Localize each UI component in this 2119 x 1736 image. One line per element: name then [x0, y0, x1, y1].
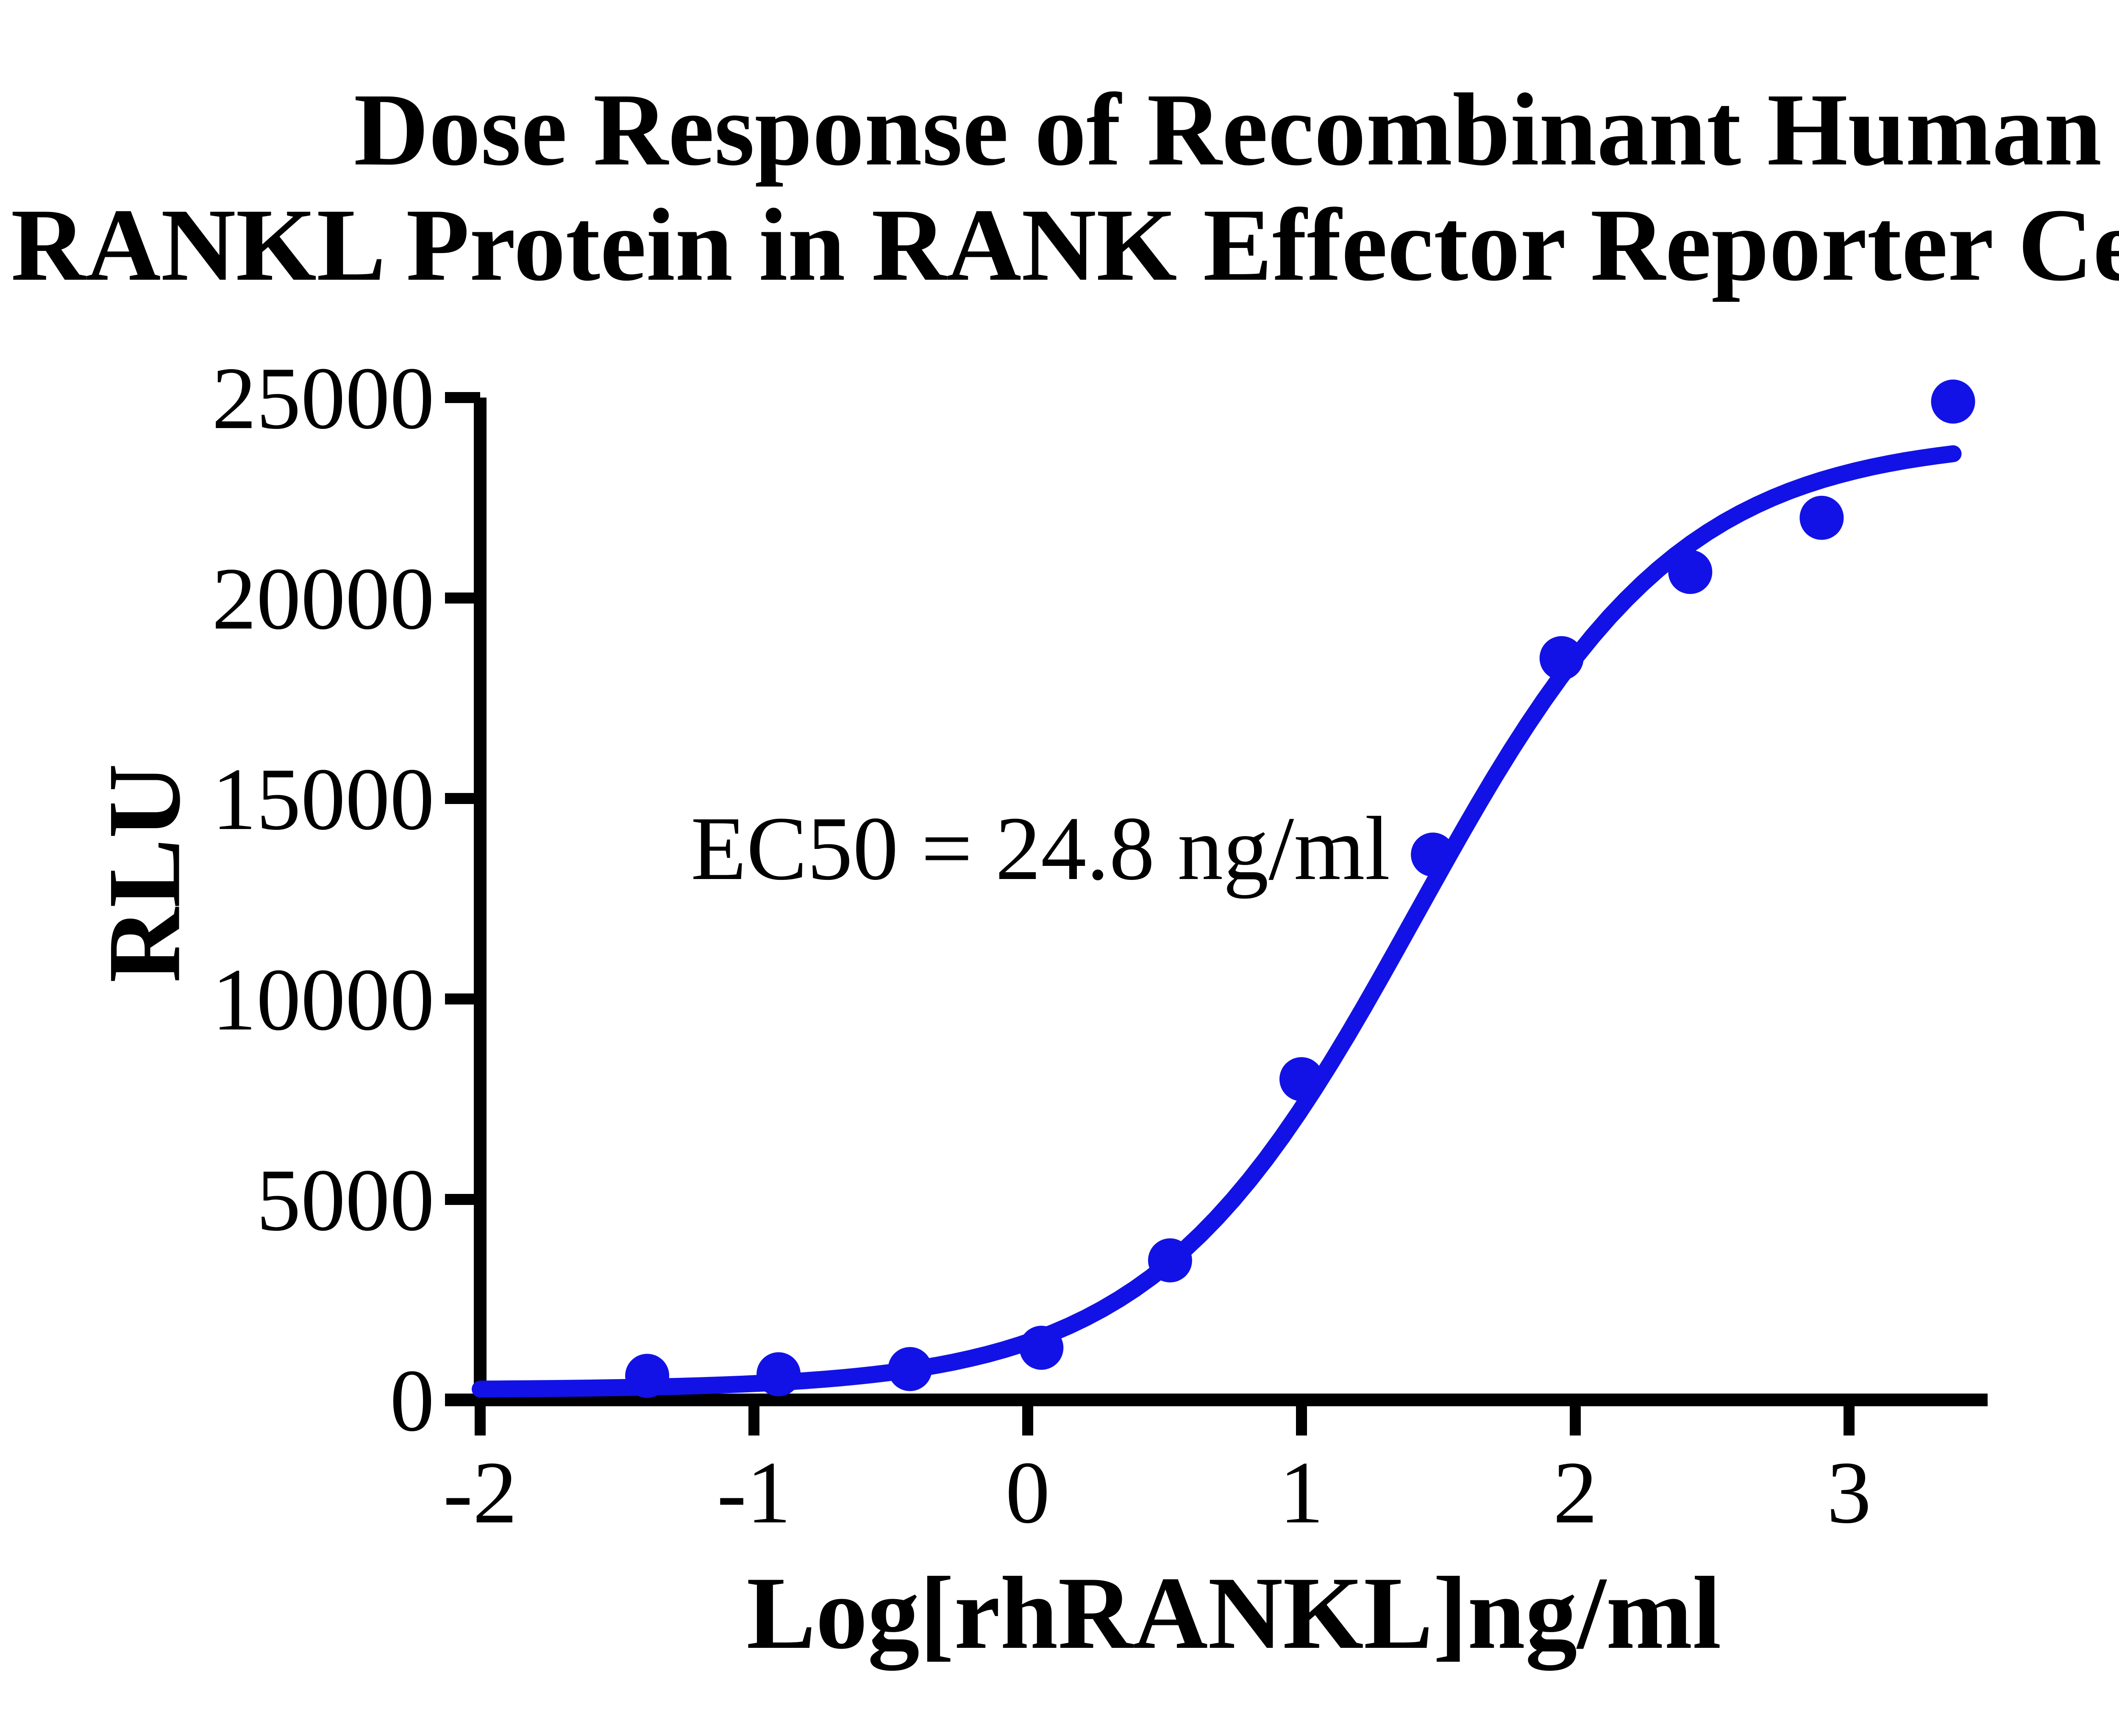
y-tick-label: 25000	[212, 349, 434, 448]
fitted-curve	[472, 445, 1962, 1398]
y-tick-label: 0	[390, 1352, 434, 1450]
x-tick-label: 1	[1279, 1444, 1324, 1542]
x-tick-label: 3	[1827, 1444, 1872, 1542]
x-tick-label: 0	[1006, 1444, 1050, 1542]
chart-title: Dose Response of Recombinant Human RANKL…	[0, 72, 2119, 303]
data-point	[1799, 495, 1844, 540]
x-tick-label: -1	[717, 1444, 791, 1542]
ec50-annotation: EC50 = 24.8 ng/ml	[691, 798, 1390, 899]
data-point	[1148, 1238, 1192, 1283]
y-tick-label: 20000	[212, 550, 434, 648]
chart-title-line1: Dose Response of Recombinant Human	[353, 72, 2102, 187]
data-point	[1279, 1057, 1324, 1102]
data-point	[1411, 832, 1455, 877]
data-point	[625, 1354, 670, 1398]
x-tick-label: 2	[1553, 1444, 1598, 1542]
data-point	[756, 1352, 801, 1397]
data-point	[1668, 550, 1713, 594]
data-point	[888, 1347, 932, 1391]
data-point	[1539, 636, 1584, 680]
y-tick-label: 15000	[212, 750, 434, 849]
x-tick-label: -2	[443, 1444, 517, 1542]
x-axis-label: Log[rhRANKL]ng/ml	[746, 1555, 1721, 1670]
chart-title-line2: RANKL Protein in RANK Effector Reporter …	[11, 187, 2119, 302]
y-tick-label: 5000	[256, 1151, 434, 1249]
data-point	[1931, 379, 1975, 424]
y-tick-label: 10000	[212, 951, 434, 1049]
data-point	[1019, 1326, 1064, 1370]
